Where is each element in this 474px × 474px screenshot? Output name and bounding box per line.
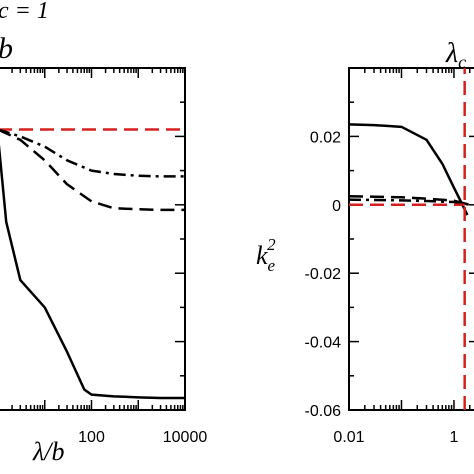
right-series — [348, 68, 471, 410]
right-panel: 0.02 0 -0.02 -0.04 -0.06 0.01 1 ke 2 — [256, 67, 474, 446]
top-left-symbol: b — [0, 32, 13, 65]
right-ticks — [348, 67, 474, 411]
right-y-tick-label: -0.06 — [305, 403, 342, 420]
left-plot-frame — [0, 67, 186, 411]
right-x-tick-labels: 0.01 1 — [333, 429, 458, 446]
right-y-tick-label: 0.02 — [310, 129, 341, 146]
right-y-axis-label-sup: 2 — [267, 235, 276, 254]
right-series-line-dashed-1 — [348, 195, 471, 207]
right-series-line-dashdot-2 — [348, 198, 471, 207]
top-left-fragment: c = 1 — [0, 0, 49, 24]
right-plot-frame — [348, 67, 474, 411]
right-y-tick-label: 0 — [332, 198, 341, 215]
left-series-line-dashed-2 — [0, 129, 185, 212]
right-y-axis-label: ke 2 — [256, 235, 276, 275]
right-y-tick-label: -0.04 — [305, 335, 342, 352]
right-x-tick-label: 0.01 — [333, 429, 364, 446]
right-y-tick-label: -0.02 — [305, 266, 342, 283]
left-x-axis-label: λ/b — [32, 437, 64, 466]
top-right-label-sub: c — [458, 52, 466, 72]
right-y-tick-labels: 0.02 0 -0.02 -0.04 -0.06 — [305, 129, 342, 420]
right-series-line-solid-0 — [348, 123, 469, 216]
right-y-axis-label-sub: e — [268, 256, 276, 275]
left-x-tick-label: 10000 — [163, 429, 208, 446]
left-series-line-solid-3 — [0, 144, 185, 400]
left-ticks — [11, 67, 186, 411]
top-right-label: λc — [445, 38, 466, 72]
top-right-label-main: λ — [445, 38, 458, 69]
left-x-tick-label: 100 — [78, 429, 105, 446]
right-x-tick-label: 1 — [450, 429, 459, 446]
left-series-line-dashdot-1 — [0, 128, 185, 178]
right-y-axis-label-base: k — [256, 241, 268, 270]
left-series — [0, 128, 185, 400]
left-panel: 100 10000 λ/b — [0, 67, 207, 466]
left-x-tick-labels: 100 10000 — [78, 429, 207, 446]
